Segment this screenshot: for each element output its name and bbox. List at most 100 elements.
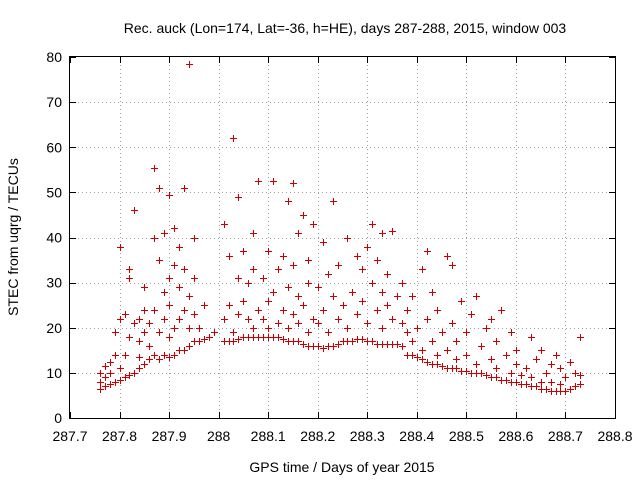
data-point [112,352,119,359]
data-point [102,374,109,381]
data-point [340,302,347,309]
data-point [126,275,133,282]
data-point [240,248,247,255]
data-point [176,316,183,323]
data-point [453,338,460,345]
y-tick-label: 70 [46,94,62,110]
data-point [156,185,163,192]
data-point [404,307,411,314]
data-point [146,320,153,327]
data-point [493,365,500,372]
data-point [161,289,168,296]
data-point [126,266,133,273]
y-tick-label: 80 [46,49,62,65]
data-point [424,359,431,366]
x-tick-label: 288.3 [350,428,385,444]
data-point [171,352,178,359]
data-point [369,221,376,228]
y-tick-label: 30 [46,275,62,291]
y-tick-label: 0 [54,410,62,426]
data-point [196,338,203,345]
data-point [538,379,545,386]
data-point [151,165,158,172]
data-point [122,352,129,359]
data-point [315,284,322,291]
data-point [374,257,381,264]
data-point [280,307,287,314]
data-point [419,356,426,363]
data-point [453,365,460,372]
data-point [126,372,133,379]
data-point [131,207,138,214]
data-point [97,370,104,377]
data-point [349,338,356,345]
data-point [449,320,456,327]
data-point [419,347,426,354]
data-point [275,334,282,341]
data-point [161,352,168,359]
data-point [344,235,351,242]
data-point [548,361,555,368]
data-point [315,343,322,350]
data-point [235,194,242,201]
data-point [463,368,470,375]
data-point [483,372,490,379]
data-point [161,230,168,237]
data-point [389,228,396,235]
data-point [285,198,292,205]
data-point [275,266,282,273]
x-tick-label: 288.8 [597,428,632,444]
data-point [191,235,198,242]
data-point [122,374,129,381]
data-point [226,253,233,260]
data-point [260,316,267,323]
data-point [226,302,233,309]
data-point [151,352,158,359]
data-point [399,320,406,327]
data-point [265,298,272,305]
data-point [250,230,257,237]
y-tick-label: 50 [46,184,62,200]
data-point [513,361,520,368]
data-point [543,386,550,393]
data-point [201,336,208,343]
data-point [166,302,173,309]
data-point [429,338,436,345]
data-point [146,343,153,350]
data-point [141,284,148,291]
plot-frame [69,56,616,419]
data-point [310,316,317,323]
data-point [102,363,109,370]
data-point [379,325,386,332]
data-point [166,192,173,199]
data-point [285,325,292,332]
data-point [181,185,188,192]
data-point [211,329,218,336]
data-point [191,275,198,282]
data-point [136,316,143,323]
data-point [493,338,500,345]
data-point [230,135,237,142]
data-points [97,61,584,395]
data-point [112,379,119,386]
data-point [122,311,129,318]
data-point [146,356,153,363]
data-point [325,329,332,336]
data-point [359,266,366,273]
data-point [503,377,510,384]
data-point [136,365,143,372]
data-point [414,325,421,332]
data-point [300,212,307,219]
data-point [354,311,361,318]
data-point [577,334,584,341]
data-point [141,307,148,314]
data-point [176,284,183,291]
data-point [320,307,327,314]
data-point [295,338,302,345]
y-tick-labels: 0 10 20 30 40 50 60 70 80 [46,49,62,426]
data-point [409,293,416,300]
data-point [117,365,124,372]
data-point [300,302,307,309]
data-point [97,379,104,386]
data-point [235,336,242,343]
